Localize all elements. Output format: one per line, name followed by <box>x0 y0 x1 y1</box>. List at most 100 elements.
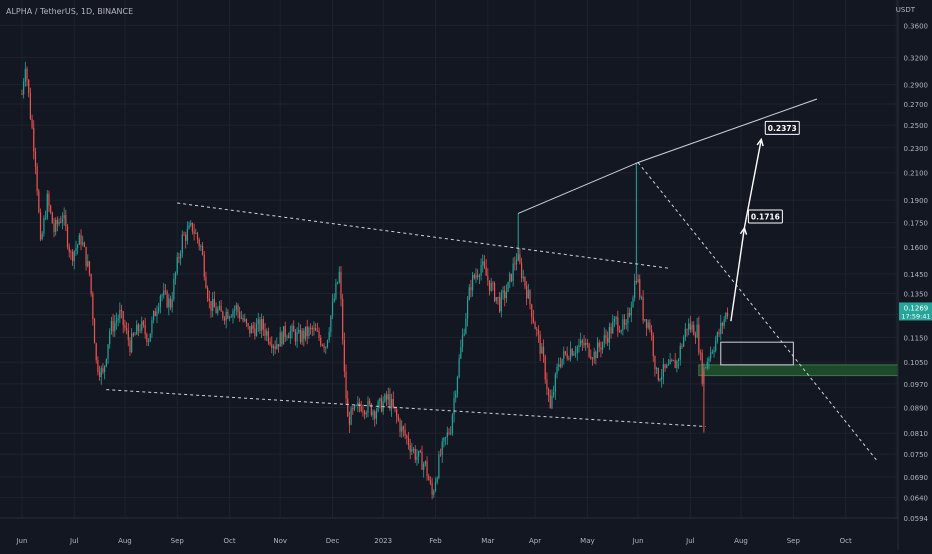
candle <box>261 313 263 339</box>
candle-body <box>255 324 258 337</box>
candle <box>509 271 511 289</box>
candle-body <box>483 261 486 268</box>
candle-body <box>578 344 580 347</box>
candle <box>696 317 698 339</box>
candle-body <box>610 327 612 334</box>
candle <box>282 326 285 345</box>
candle-body <box>424 461 426 465</box>
candle <box>284 321 286 342</box>
candle <box>181 230 183 258</box>
y-tick-label: 0.3200 <box>904 55 929 63</box>
candle <box>313 321 315 336</box>
candle-body <box>564 351 567 354</box>
candle-body <box>612 321 614 334</box>
candle-body <box>168 298 170 308</box>
candle <box>335 279 337 301</box>
candle-body <box>580 340 582 345</box>
candle <box>466 295 469 327</box>
candle-body <box>458 358 460 378</box>
candle <box>279 327 281 347</box>
candle <box>321 343 324 347</box>
y-tick-label: 0.1050 <box>904 359 929 367</box>
candle-body <box>180 253 182 259</box>
candle-body <box>107 344 109 359</box>
candle <box>549 389 551 409</box>
candle <box>708 356 710 370</box>
candle <box>715 335 717 353</box>
candle <box>168 293 170 316</box>
candle-body <box>277 344 280 347</box>
candle-body <box>664 364 666 368</box>
candle-body <box>83 242 85 247</box>
candle-body <box>58 221 60 225</box>
candle <box>320 334 322 348</box>
candle-body <box>77 244 79 248</box>
candle <box>277 344 280 353</box>
candle <box>58 218 60 227</box>
candle <box>29 87 31 121</box>
candle <box>436 476 438 485</box>
candle-body <box>534 322 536 330</box>
candle <box>267 327 269 345</box>
candle <box>713 346 715 358</box>
candle <box>107 343 109 364</box>
candle-body <box>603 335 605 343</box>
candle-body <box>461 335 464 348</box>
candle <box>617 310 619 337</box>
candle <box>406 434 408 445</box>
x-tick-label: Jul <box>685 537 695 545</box>
x-tick-label: Oct <box>840 537 852 545</box>
candle-body <box>186 228 188 241</box>
candle-body <box>51 212 53 224</box>
candle-body <box>183 234 185 236</box>
candle-body <box>623 319 626 325</box>
candle <box>639 274 641 301</box>
candle <box>725 312 727 323</box>
candle-body <box>340 271 342 300</box>
candle-body <box>92 293 94 320</box>
candle <box>677 358 680 369</box>
candle <box>264 322 266 341</box>
candle <box>65 209 67 232</box>
candle-body <box>402 426 405 430</box>
candle <box>392 391 394 409</box>
candle-body <box>416 456 418 460</box>
candle <box>598 339 600 353</box>
candle-body <box>367 400 369 413</box>
candle-body <box>644 319 646 321</box>
candle <box>524 276 526 290</box>
candle <box>119 302 121 324</box>
candle <box>379 397 381 409</box>
candle-body <box>708 358 710 362</box>
candle-body <box>38 191 40 213</box>
candle-body <box>480 265 482 276</box>
candle-body <box>591 358 594 360</box>
candle <box>367 396 369 418</box>
candle <box>450 426 452 436</box>
candle <box>44 210 47 221</box>
candle <box>499 291 501 314</box>
candle-body <box>357 402 359 406</box>
candle <box>311 325 313 337</box>
candle-body <box>31 118 33 128</box>
candle-body <box>245 319 248 324</box>
candle <box>188 221 190 230</box>
candle-body <box>418 450 420 457</box>
candle-body <box>401 426 403 432</box>
candle-body <box>55 219 57 232</box>
candle <box>151 316 153 339</box>
y-tick-label: 0.2500 <box>904 122 929 130</box>
candle-body <box>391 398 393 409</box>
candle <box>343 332 345 378</box>
candle-body <box>532 317 534 323</box>
candle <box>656 366 658 374</box>
candle <box>342 293 344 345</box>
candle-body <box>472 275 474 291</box>
candle-body <box>669 359 671 365</box>
candle <box>198 237 200 251</box>
candle <box>95 342 97 364</box>
candle-body <box>50 205 52 213</box>
candle <box>439 448 442 457</box>
